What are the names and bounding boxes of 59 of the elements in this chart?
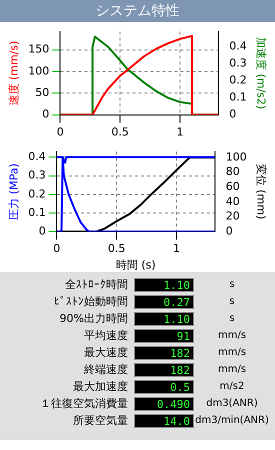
y2-tick-label: 0 [229, 108, 236, 121]
y2-axis-title: 加速度 (m/s2) [254, 37, 268, 110]
category-label: １往復空気消費量 [39, 396, 129, 411]
x-tick-label: 1 [176, 125, 184, 138]
y-tick-label: 150 [28, 42, 50, 56]
text: s [228, 313, 236, 324]
y2-tick-label: 0.3 [229, 56, 247, 70]
y-tick-label: 0.2 [28, 187, 46, 200]
text: 0.5 [170, 380, 190, 394]
text: 1.10 [164, 312, 190, 326]
y2-tick-label: 0 [226, 224, 233, 238]
y2-tick-label: 0.2 [229, 74, 247, 87]
x-tick-label: 0.5 [108, 242, 126, 256]
y2-tick-label: 40 [226, 194, 240, 208]
y-tick-label: 0 [38, 224, 46, 238]
x-tick-label: 1 [172, 242, 180, 256]
text: s [228, 279, 236, 290]
text: mm/s [216, 330, 248, 341]
x-axis-title: 時間 (s) [116, 258, 156, 272]
y-tick-label: 0.3 [28, 168, 46, 182]
y2-tick-label: 100 [226, 150, 247, 164]
text: m/s2 [218, 381, 246, 392]
text: 0.490 [156, 398, 190, 410]
y2-tick-label: 20 [226, 210, 240, 223]
text: dm3(ANR) [205, 398, 259, 409]
y-axis-title: 圧力 (MPa) [7, 163, 20, 220]
category-label: 90%出力時間 [58, 311, 129, 326]
text: mm/s [216, 347, 248, 358]
category-label: 終端速度 [83, 362, 129, 377]
chart-title: システム特性 [0, 0, 275, 22]
category-label: 所要空気量 [72, 413, 129, 428]
y2-tick-label: 0.4 [229, 40, 247, 53]
y2-tick-label: 60 [226, 180, 240, 194]
text: 0.27 [164, 296, 190, 308]
category-label: ﾋﾟｽﾄﾝ始動時間 [53, 294, 129, 309]
y-tick-label: 0 [42, 108, 50, 121]
text: 182 [170, 364, 190, 376]
category-label: 平均速度 [83, 328, 129, 343]
text: s [228, 296, 236, 307]
y2-tick-label: 80 [226, 165, 240, 178]
text: dm3/min(ANR) [194, 415, 270, 426]
category-label: 最大速度 [83, 345, 129, 360]
text: 91 [176, 330, 190, 342]
text: 182 [170, 346, 190, 360]
x-tick-label: 0 [53, 242, 60, 256]
text: 1.10 [164, 278, 190, 292]
y-tick-label: 50 [35, 86, 50, 99]
y2-tick-label: 0.1 [229, 90, 247, 104]
y-tick-label: 0.4 [28, 150, 46, 164]
y-axis-title: 速度 (mm/s) [7, 40, 20, 106]
y-tick-label: 0.1 [28, 206, 46, 219]
x-tick-label: 0.5 [111, 125, 129, 138]
category-label: 最大加速度 [72, 379, 129, 394]
text: mm/s [216, 364, 248, 375]
y2-axis-title: 変位 (mm) [254, 164, 268, 220]
category-label: 全ｽﾄﾛｰｸ時間 [64, 277, 129, 292]
x-tick-label: 0 [56, 125, 64, 138]
y-tick-label: 100 [28, 64, 50, 78]
text: 14.0 [164, 414, 190, 428]
